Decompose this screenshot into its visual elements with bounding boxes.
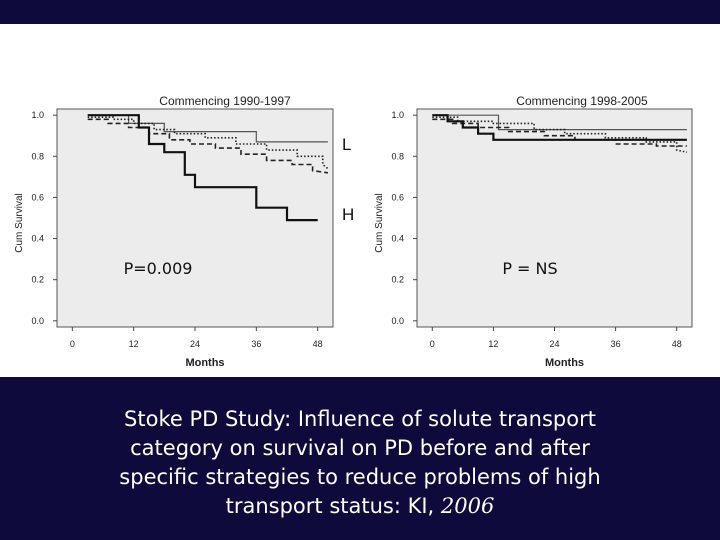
- y-axis-label: Cum Survival: [374, 193, 385, 252]
- chart-title: Commencing 1998-2005: [516, 94, 648, 108]
- y-axis-label: Cum Survival: [14, 193, 25, 252]
- x-tick-label: 48: [313, 339, 323, 349]
- p-value-annotation: P=0.009: [124, 259, 193, 278]
- y-tick-label: 0.6: [391, 192, 404, 202]
- x-tick-label: 0: [70, 339, 75, 349]
- x-axis-label: Months: [185, 357, 224, 369]
- x-tick-label: 36: [251, 339, 261, 349]
- caption-year: 2006: [440, 494, 495, 518]
- top-bar: [0, 0, 720, 24]
- y-tick-label: 0.8: [391, 151, 404, 161]
- caption-line-4: transport status: KI, 2006: [60, 492, 660, 521]
- x-axis-label: Months: [545, 357, 584, 369]
- slide-caption: Stoke PD Study: Influence of solute tran…: [60, 405, 660, 521]
- y-tick-label: 1.0: [31, 110, 44, 120]
- y-tick-label: 0.4: [31, 234, 44, 244]
- x-tick-label: 12: [129, 339, 139, 349]
- caption-line-4-text: transport status: KI,: [225, 494, 441, 518]
- survival-curve: [432, 118, 687, 147]
- x-tick-label: 48: [672, 339, 682, 349]
- y-tick-label: 0.0: [31, 316, 44, 326]
- caption-band: [0, 377, 720, 540]
- series-label-h: H: [342, 205, 354, 224]
- chart-left: Commencing 1990-1997 0.0 0.2 0.4 0.6 0.8 1.0 0 1…: [14, 94, 354, 369]
- survival-curve: [87, 118, 329, 174]
- y-tick-label: 0.8: [31, 151, 44, 161]
- caption-line-1: Stoke PD Study: Influence of solute tran…: [124, 407, 596, 431]
- survival-curve: [87, 114, 328, 143]
- caption-line-2: category on survival on PD before and af…: [130, 436, 590, 460]
- y-tick-label: 1.0: [391, 110, 404, 120]
- x-tick-label: 0: [430, 339, 435, 349]
- x-tick-label: 12: [488, 339, 498, 349]
- chart-right: Commencing 1998-2005 0.0 0.2 0.4 0.6 0.8 1.0 0 1…: [374, 94, 693, 369]
- x-tick-label: 24: [190, 339, 200, 349]
- y-tick-label: 0.2: [391, 275, 404, 285]
- y-tick-label: 0.0: [391, 316, 404, 326]
- x-tick-label: 24: [549, 339, 559, 349]
- caption-line-3: specific strategies to reduce problems o…: [119, 465, 601, 489]
- chart-title: Commencing 1990-1997: [159, 94, 291, 108]
- survival-curve: [87, 114, 318, 222]
- survival-curve: [432, 114, 687, 141]
- x-tick-label: 36: [611, 339, 621, 349]
- y-tick-label: 0.4: [391, 234, 404, 244]
- y-tick-label: 0.2: [31, 275, 44, 285]
- series-label-l: L: [342, 135, 351, 154]
- survival-curve: [432, 114, 687, 131]
- p-value-annotation: P = NS: [502, 259, 557, 278]
- y-tick-label: 0.6: [31, 192, 44, 202]
- plot-area: [416, 108, 693, 328]
